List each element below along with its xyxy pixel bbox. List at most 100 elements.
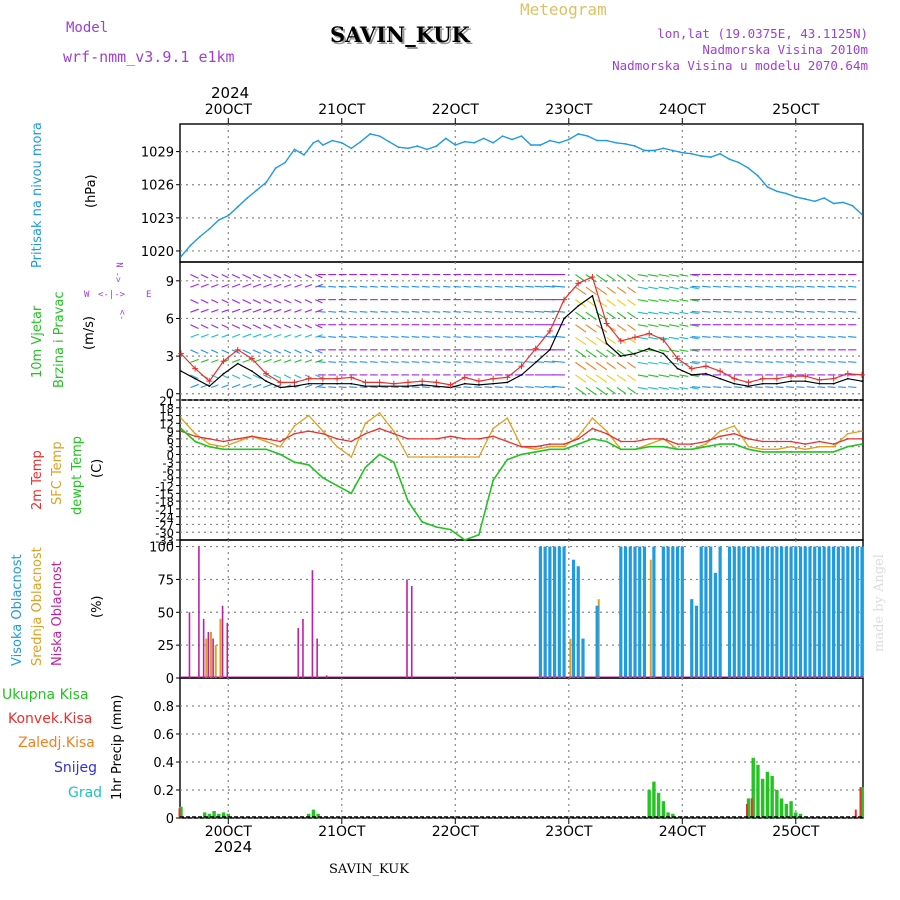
cloud-high-bar-22 <box>690 599 694 678</box>
precip-total-bar-18 <box>756 764 760 817</box>
wind-arrow-194 <box>380 336 389 338</box>
wind-speed-line-point-37 <box>705 372 707 375</box>
wind-arrow-461 <box>668 374 680 378</box>
wind-arrow-438 <box>637 286 648 290</box>
cloud-mid-bar-0 <box>205 638 208 678</box>
wind-arrow-68 <box>252 283 262 288</box>
ytick-label-3-3: 75 <box>157 573 174 588</box>
pressure-line-point-34 <box>492 141 495 144</box>
wind-gust-marker-46 <box>830 375 837 382</box>
wind-gust-marker-15 <box>390 380 397 387</box>
wind-arrow-46 <box>231 308 241 313</box>
wind-arrow-66 <box>252 308 262 313</box>
cloud-high-bar-12 <box>628 546 632 678</box>
temp2m-line-point-5 <box>251 435 253 438</box>
cloud-high-bar-30 <box>732 546 736 678</box>
dewpt-line-point-24 <box>520 453 523 456</box>
wind-arrow-546 <box>744 310 753 313</box>
dewpt-line-point-19 <box>449 528 452 531</box>
wind-arrow-471 <box>679 374 689 378</box>
pressure-line-point-26 <box>416 145 419 147</box>
wind-arrow-39 <box>221 274 229 279</box>
temp2m-line-point-9 <box>307 430 310 433</box>
wind-arrow-488 <box>689 286 699 290</box>
year-bottom: 2024 <box>214 838 253 856</box>
pressure-line-point-29 <box>444 137 447 140</box>
pressure-line-point-69 <box>823 197 826 199</box>
sfc-temp-line-point-41 <box>761 448 764 451</box>
wind-arrow-634 <box>838 336 846 338</box>
precip-total-bar-5 <box>221 812 226 817</box>
wind-arrow-558 <box>754 285 763 288</box>
wind-arrow-622 <box>827 361 836 363</box>
ytick-label-2-10: -3 <box>163 456 174 470</box>
wind-arrow-562 <box>765 361 774 363</box>
wind-speed-line-point-28 <box>577 305 580 307</box>
wind-arrow-492 <box>691 361 701 363</box>
wind-arrow-47 <box>231 299 241 304</box>
wind-speed-line-point-13 <box>364 385 367 388</box>
wind-arrow-93 <box>283 349 292 354</box>
dewpt-line-point-32 <box>634 448 636 451</box>
wind-arrow-214 <box>401 336 409 338</box>
legend-total: Ukupna Kisa <box>2 687 89 703</box>
year-top: 2024 <box>211 84 250 102</box>
legend-snow: Snijeg <box>54 760 98 776</box>
wind-arrow-124 <box>315 334 323 338</box>
dewpt-line-point-23 <box>506 458 509 461</box>
pressure-line-point-20 <box>359 140 362 143</box>
wind-arrow-550 <box>754 386 763 389</box>
wind-arrow-84 <box>273 334 282 338</box>
wind-arrow-70 <box>263 383 272 388</box>
precip-total-bar-25 <box>789 801 793 817</box>
wind-arrow-427 <box>627 299 636 306</box>
wind-arrow-38 <box>221 283 230 288</box>
wind-arrow-202 <box>390 361 399 363</box>
cloud-high-bar-52 <box>836 546 840 678</box>
wind-arrow-640 <box>848 386 857 389</box>
wind-speed-line-point-34 <box>662 352 665 355</box>
wind-legend-center: <-|-> <box>98 290 126 300</box>
wind-gust-marker-8 <box>291 379 298 386</box>
pressure-line-point-59 <box>728 158 731 161</box>
sfc-temp-line-point-26 <box>548 445 551 448</box>
wind-arrow-25 <box>211 324 219 329</box>
wind-arrow-542 <box>744 361 753 363</box>
wind-arrow-450 <box>658 386 670 390</box>
sfc-temp-line-point-47 <box>846 432 849 435</box>
pressure-line-point-15 <box>317 139 320 142</box>
wind-arrow-600 <box>806 386 815 389</box>
pressure-line-point-12 <box>293 148 296 151</box>
wind-arrow-426 <box>627 311 636 319</box>
pressure-line-point-25 <box>407 147 409 150</box>
temp2m-line-point-29 <box>591 427 594 430</box>
dewpt-line-point-1 <box>194 440 197 443</box>
wind-arrow-397 <box>595 299 608 308</box>
wind-arrow-152 <box>338 361 347 363</box>
wind-arrow-6 <box>190 308 199 313</box>
cloud-mid-bar-3 <box>219 618 222 678</box>
wind-arrow-410 <box>616 387 627 395</box>
wind-arrow-564 <box>765 336 774 338</box>
model-elevation-label: Nadmorska Visina u modelu 2070.64m <box>612 58 868 73</box>
precip-total-bar-21 <box>770 776 774 817</box>
cloud-high-bar-54 <box>846 546 850 678</box>
wind-arrow-71 <box>263 374 272 380</box>
temp2m-line-point-21 <box>478 437 480 440</box>
wind-arrow-630 <box>838 386 846 389</box>
precip-total-bar-2 <box>207 813 212 817</box>
wind-arrow-172 <box>359 361 368 363</box>
cloud-high-bar-7 <box>576 566 580 678</box>
wind-speed-line-point-45 <box>818 382 821 385</box>
xtick-bottom-2: 22OCT <box>432 824 480 840</box>
wind-arrow-300 <box>494 386 503 389</box>
wind-arrow-602 <box>806 361 815 363</box>
wind-arrow-77 <box>263 299 272 304</box>
wind-gust-marker-34 <box>660 336 667 343</box>
wind-arrow-566 <box>765 310 774 313</box>
temp2m-line-point-24 <box>520 445 523 448</box>
wind-arrow-29 <box>211 274 219 279</box>
cloud-high-bar-46 <box>808 546 812 678</box>
dewpt-line-point-45 <box>818 450 821 453</box>
wind-gust-marker-6 <box>263 370 270 377</box>
